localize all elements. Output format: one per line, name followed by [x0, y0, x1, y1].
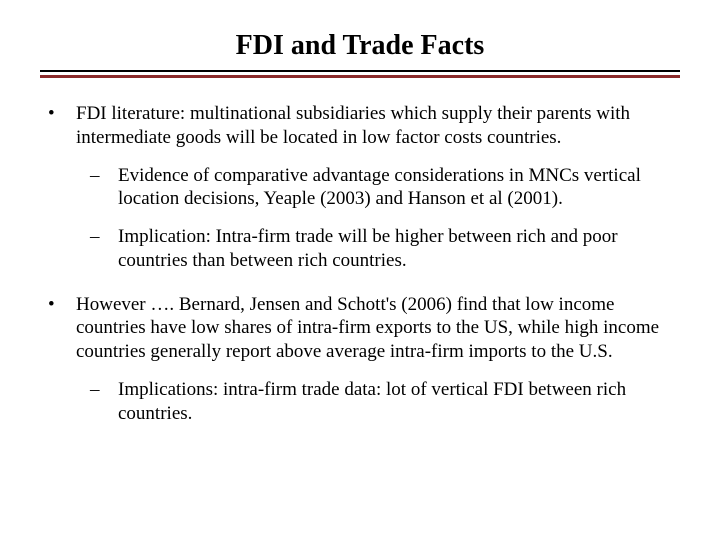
bullet-1-text: FDI literature: multinational subsidiari… — [76, 102, 680, 150]
bullet-marker-icon: • — [48, 102, 76, 150]
title-underline-top — [40, 70, 680, 72]
bullet-marker-icon: • — [48, 293, 76, 364]
bullet-2-text: However …. Bernard, Jensen and Schott's … — [76, 293, 680, 364]
bullet-2a: – Implications: intra-firm trade data: l… — [40, 378, 680, 426]
slide-body: • FDI literature: multinational subsidia… — [40, 102, 680, 425]
bullet-1a: – Evidence of comparative advantage cons… — [40, 164, 680, 212]
title-underline — [40, 70, 680, 78]
dash-marker-icon: – — [90, 225, 118, 273]
bullet-2: • However …. Bernard, Jensen and Schott'… — [40, 293, 680, 364]
bullet-1b-text: Implication: Intra-firm trade will be hi… — [118, 225, 680, 273]
bullet-1: • FDI literature: multinational subsidia… — [40, 102, 680, 150]
dash-marker-icon: – — [90, 164, 118, 212]
dash-marker-icon: – — [90, 378, 118, 426]
title-underline-bottom — [40, 75, 680, 78]
slide: FDI and Trade Facts • FDI literature: mu… — [0, 0, 720, 540]
bullet-1b: – Implication: Intra-firm trade will be … — [40, 225, 680, 273]
bullet-1a-text: Evidence of comparative advantage consid… — [118, 164, 680, 212]
slide-title: FDI and Trade Facts — [40, 30, 680, 62]
bullet-2a-text: Implications: intra-firm trade data: lot… — [118, 378, 680, 426]
